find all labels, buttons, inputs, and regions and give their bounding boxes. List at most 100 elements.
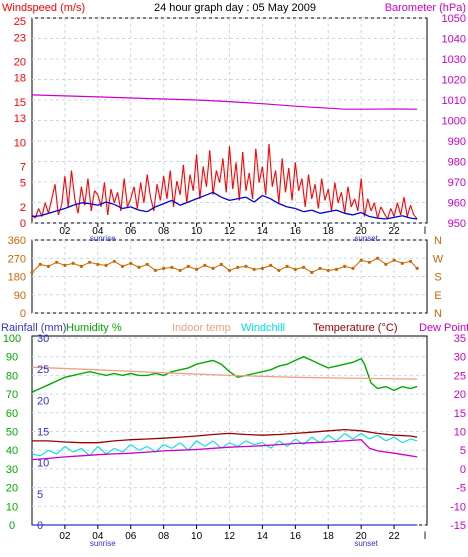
series-indoor-templine (31, 366, 418, 380)
windspeed-segment (377, 206, 382, 219)
windchill-segment (39, 449, 49, 457)
humidity-tick-label: 50 (6, 427, 18, 439)
sunset-label: sunset (354, 234, 378, 243)
barometer-tick-label: 1010 (442, 95, 466, 107)
wind-average-segment (377, 217, 386, 220)
windchill-segment (254, 442, 263, 446)
temperature-tick-label: 15 (454, 408, 466, 420)
temperature-tick-label: -5 (456, 483, 466, 495)
windspeed-segment (314, 184, 319, 209)
windspeed-segment (153, 184, 158, 211)
windspeed-segment (228, 146, 234, 190)
windspeed-segment (47, 198, 53, 214)
wind-average-segment (270, 198, 280, 205)
wind-average-segment (48, 210, 57, 214)
barometer-tick-label: 990 (448, 136, 466, 148)
windspeed-tick-label: 15 (14, 97, 26, 109)
rainfall-tick-label: 30 (37, 333, 49, 345)
windspeed-segment (367, 198, 372, 212)
wind-average-segment (64, 204, 74, 210)
wind-direction-segment (319, 267, 329, 271)
wind-direction-segment (254, 267, 263, 270)
windchill-segment (336, 432, 346, 442)
x-tick-label-end: l (424, 531, 426, 542)
windspeed-segment (51, 184, 56, 199)
windspeed-tick-label: 13 (14, 113, 26, 125)
barometer-tick-label: 970 (448, 177, 466, 189)
x-tick-label: 06 (125, 226, 137, 237)
windspeed-segment (166, 170, 171, 199)
wind-average-segment (237, 196, 247, 200)
barometer-tick-label: 1020 (442, 75, 466, 87)
wind-average-segment (369, 215, 378, 219)
temperature-tick-label: 0 (460, 464, 466, 476)
windspeed-segment (347, 186, 352, 207)
x-tick-label: 18 (323, 531, 335, 542)
windchill-segment (72, 447, 82, 453)
wind-average-segment (212, 191, 222, 198)
wind-average-segment (138, 209, 148, 213)
windspeed-segment (363, 198, 369, 217)
wind-direction-segment (204, 264, 214, 269)
windchill-segment (245, 440, 255, 446)
rainfall-tick-label: 5 (37, 489, 43, 501)
wind-average-segment (221, 196, 230, 202)
x-tick-label: 16 (290, 226, 302, 237)
wind-direction-segment (303, 266, 313, 273)
barometer-tick-label: 950 (448, 218, 466, 230)
wind-average-segment (311, 209, 321, 214)
wind-direction-segment (171, 266, 181, 271)
wind-direction-segment (196, 264, 206, 270)
windspeed-segment (334, 182, 339, 203)
windspeed-segment (199, 166, 204, 199)
windspeed-segment (70, 170, 76, 199)
windspeed-segment (393, 202, 398, 217)
temperature-tick-label: -10 (450, 501, 466, 513)
windspeed-segment (143, 174, 148, 203)
compass-tick-label: E (434, 290, 441, 302)
barometer-tick-label: 1000 (442, 116, 466, 128)
wind-average-segment (410, 217, 418, 220)
series-humidity-line (31, 355, 418, 393)
windspeed-segment (330, 182, 336, 211)
humidity-tick-label: 60 (6, 408, 18, 420)
windspeed-segment (77, 186, 82, 214)
windspeed-segment (232, 162, 237, 190)
windspeed-segment (182, 164, 188, 203)
windspeed-segment (271, 170, 277, 187)
windspeed-segment (337, 192, 342, 203)
wind-average-segment (56, 207, 66, 212)
wind-direction-segment (48, 261, 57, 267)
wind-average-segment (196, 194, 206, 200)
windspeed-segment (304, 174, 310, 207)
windchill-segment (48, 449, 57, 455)
wind-average-segment (286, 206, 296, 210)
x-tick-label: 14 (257, 226, 269, 237)
windspeed-segment (390, 208, 395, 217)
compass-tick-label: W (433, 253, 444, 265)
windspeed-segment (386, 208, 392, 220)
temperature-tick-label: 20 (454, 389, 466, 401)
windspeed-segment (136, 182, 142, 209)
windspeed-segment (324, 188, 329, 201)
windspeed-segment (275, 170, 280, 203)
temperature-tick-label: 5 (460, 445, 466, 457)
windspeed-segment (298, 178, 303, 191)
windspeed-segment (126, 198, 132, 208)
x-tick-label-end: l (424, 226, 426, 237)
x-tick-label: 10 (191, 531, 203, 542)
humidity-tick-label: 90 (6, 352, 18, 364)
windchill-segment (171, 442, 181, 449)
windspeed-segment (301, 178, 306, 207)
windspeed-segment (202, 166, 208, 187)
wind-direction-segment (237, 265, 247, 268)
windspeed-segment (357, 178, 362, 211)
windspeed-segment (360, 178, 366, 217)
barometer-tick-label: 1030 (442, 54, 466, 66)
windchill-segment (286, 438, 296, 447)
windchill-segment (344, 432, 354, 440)
windspeed-segment (258, 166, 263, 183)
wind-average-segment (72, 202, 82, 206)
windspeed-segment (61, 176, 66, 206)
windspeed-segment (156, 184, 161, 201)
